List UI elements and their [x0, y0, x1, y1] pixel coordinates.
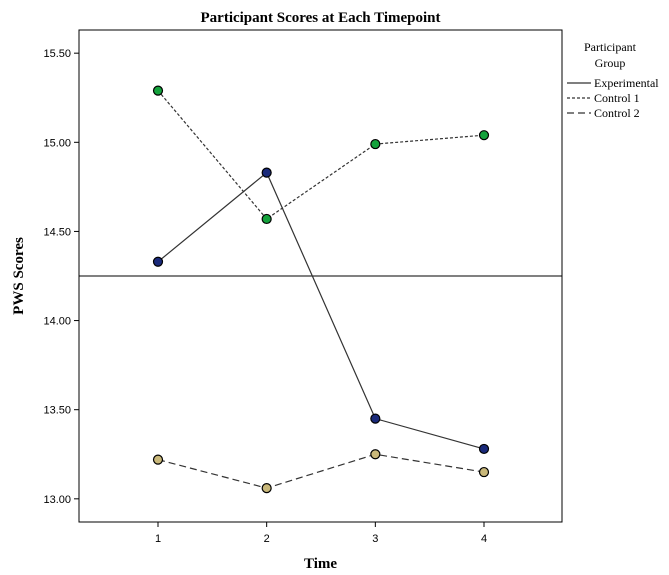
legend-label-experimental: Experimental	[594, 76, 659, 90]
x-tick-label: 3	[372, 533, 378, 545]
data-point-control-2	[370, 449, 381, 460]
data-point-control-2	[478, 466, 490, 478]
y-tick-label: 13.50	[43, 405, 71, 417]
data-point-experimental	[478, 443, 490, 455]
data-point-experimental	[152, 256, 164, 267]
legend-label-control-2: Control 2	[594, 106, 640, 120]
series-line-experimental	[157, 171, 485, 450]
y-axis-label: PWS Scores	[11, 237, 27, 315]
data-point-control-1	[370, 138, 381, 150]
x-tick-label: 4	[481, 533, 487, 545]
series-line-control-1	[157, 90, 485, 220]
y-tick-label: 13.00	[43, 494, 71, 506]
series-line-control-2	[157, 453, 485, 489]
x-tick-label: 2	[264, 533, 270, 545]
chart-title: Participant Scores at Each Timepoint	[201, 10, 441, 26]
legend-title-line-1: Participant	[584, 40, 637, 54]
data-point-control-1	[478, 130, 490, 141]
y-tick-label: 14.50	[43, 226, 71, 238]
x-axis-label: Time	[304, 556, 337, 572]
legend-title-line-2: Group	[595, 56, 626, 70]
y-tick-label: 14.00	[43, 316, 71, 328]
data-point-experimental	[370, 413, 381, 424]
x-tick-label: 1	[155, 533, 161, 545]
data-point-experimental	[261, 167, 272, 178]
data-point-control-1	[152, 85, 164, 96]
y-tick-label: 15.50	[43, 48, 71, 60]
data-point-control-2	[261, 483, 272, 494]
data-point-control-2	[152, 454, 164, 465]
y-tick-label: 15.00	[43, 137, 71, 149]
data-point-control-1	[261, 213, 272, 225]
legend-label-control-1: Control 1	[594, 91, 640, 105]
